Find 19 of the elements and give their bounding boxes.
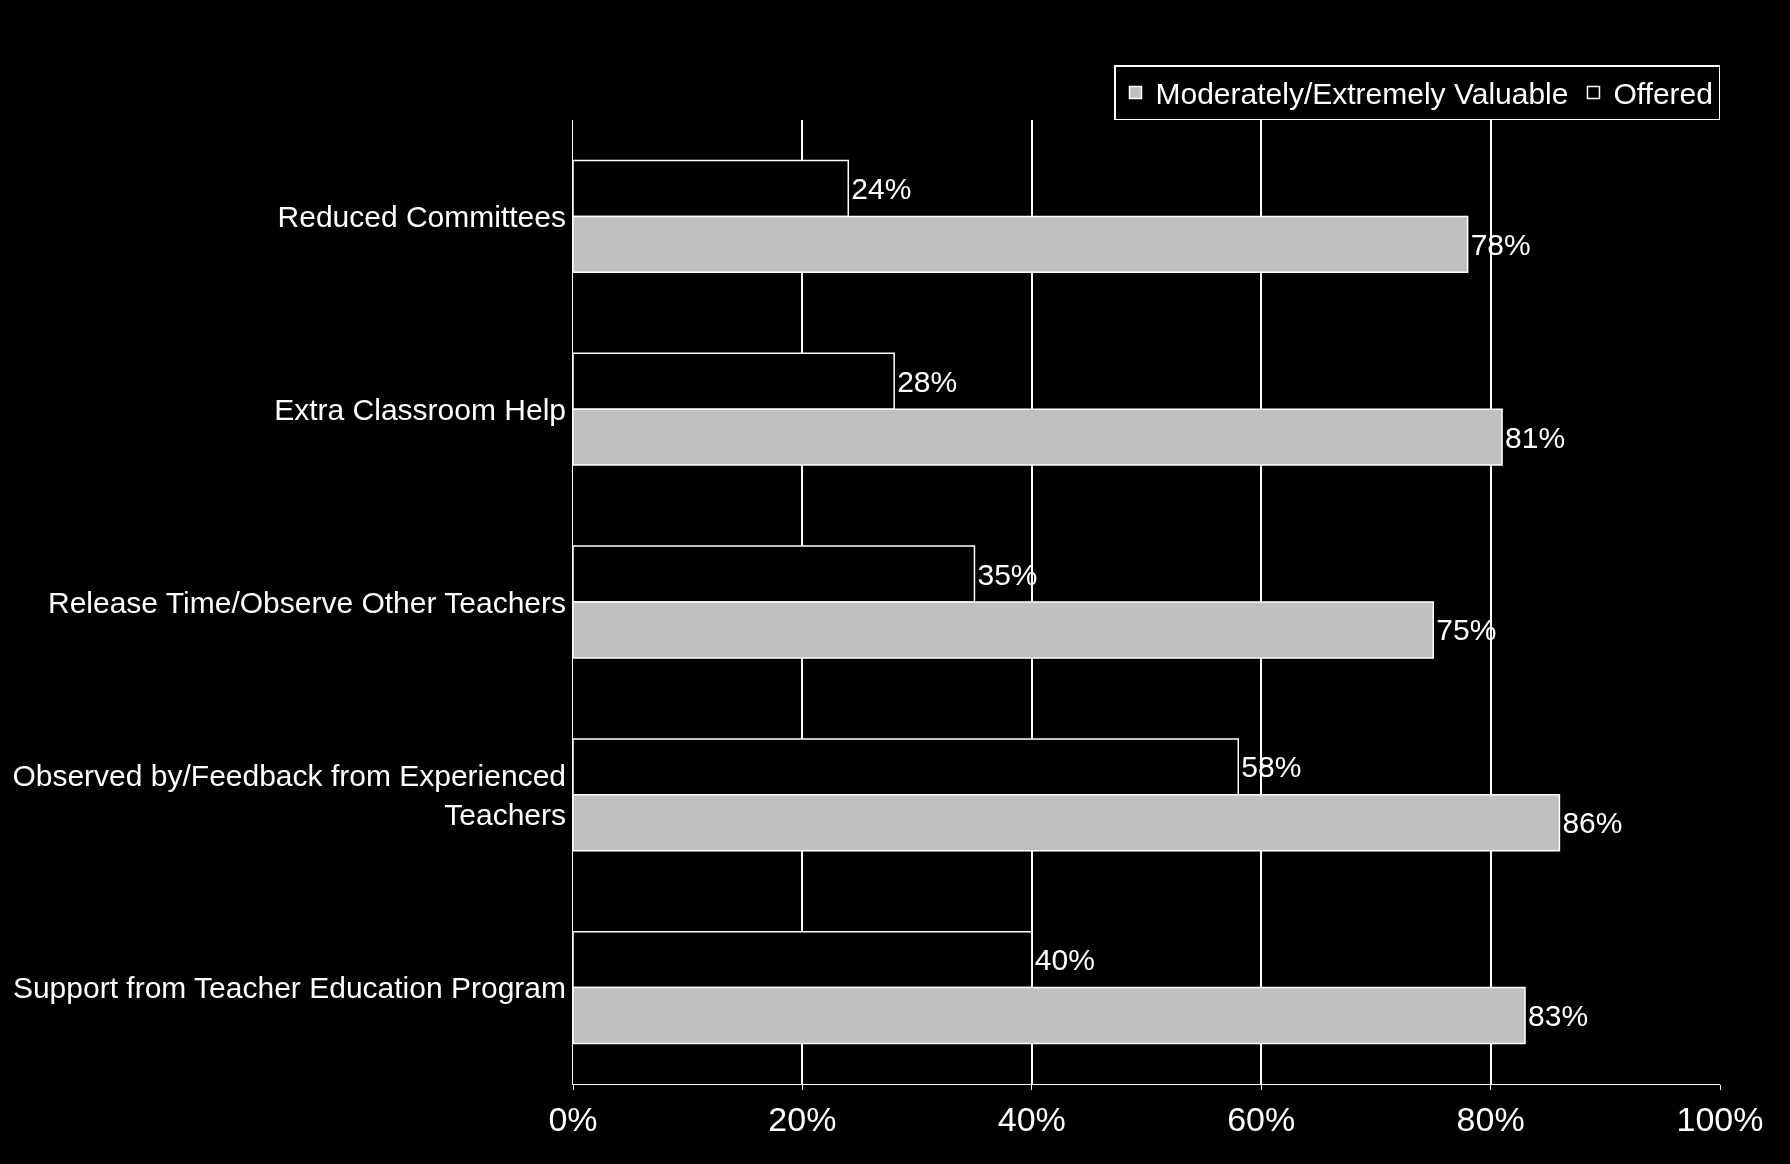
legend-label: Moderately/Extremely Valuable	[1155, 77, 1569, 111]
x-tick-label: 40%	[997, 1099, 1066, 1138]
data-label: 24%	[851, 171, 912, 205]
x-tick-label: 80%	[1456, 1099, 1525, 1138]
data-label: 86%	[1562, 806, 1623, 840]
y-tick-label: Extra Classroom Help	[274, 392, 566, 426]
data-label: 28%	[897, 364, 958, 398]
data-label: 81%	[1505, 420, 1566, 454]
data-label: 83%	[1528, 999, 1589, 1033]
y-tick-label: Support from Teacher Education Program	[12, 971, 566, 1005]
x-tick-label: 60%	[1227, 1099, 1296, 1138]
data-label: 40%	[1034, 943, 1095, 977]
y-tick-label: Observed by/Feedback from Experienced Teachers	[12, 758, 566, 831]
x-tick-label: 0%	[548, 1099, 598, 1138]
y-tick-label: Reduced Committees	[277, 199, 566, 233]
x-tick-label: 20%	[768, 1099, 837, 1138]
legend-label: Offered	[1613, 77, 1713, 111]
y-tick-label: Release Time/Observe Other Teachers	[47, 585, 566, 619]
x-tick-label: 100%	[1676, 1099, 1764, 1138]
